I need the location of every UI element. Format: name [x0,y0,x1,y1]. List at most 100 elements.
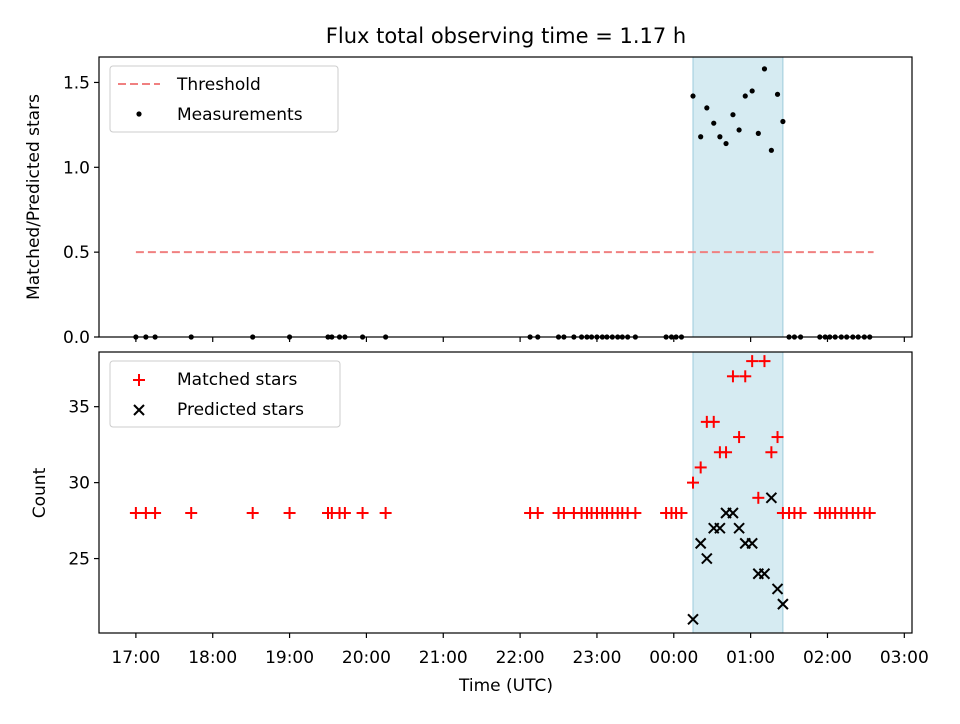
measurement-point [698,134,704,140]
bottom-y-axis: 25 30 35 [68,398,99,570]
predicted-stars-points [687,492,789,626]
top-x-ticks [135,337,905,342]
predicted-star-marker [777,598,789,610]
measurement-point [768,147,774,153]
measurement-point [723,140,729,147]
matched-star-marker [185,507,198,520]
matched-star-marker [752,491,765,504]
matched-star-marker [720,446,733,459]
measurements-legend-swatch [136,111,142,117]
predicted-marker-b [701,552,713,565]
top-y-tick-label: 1.0 [63,158,90,178]
matched-star-marker [707,415,720,428]
top-panel: 0.0 0.5 1.0 1.5 Matched/Predicted stars Thr… [24,56,913,348]
matched-star-marker [149,507,162,520]
x-tick-label: 00:00 [649,648,698,668]
matched-star-marker [675,507,688,520]
predicted-marker-b [687,613,699,626]
top-legend: Threshold Measurements [109,65,339,133]
matched-star-marker [531,507,544,520]
predicted-legend-label: Predicted stars [177,400,304,420]
predicted-legend-swatch [133,404,145,416]
matched-star-marker [863,507,876,520]
x-tick-label: 21:00 [419,648,468,668]
measurement-point [749,88,755,94]
predicted-star-marker [746,537,758,550]
threshold-legend-label: Threshold [176,75,261,95]
measurement-point [690,93,696,99]
matched-legend-label: Matched stars [177,370,297,390]
matched-stars-points [129,355,876,520]
x-tick-label: 19:00 [265,648,314,668]
predicted-marker-b [777,598,789,610]
measurement-point [761,66,768,72]
bottom-highlight-span [692,351,784,634]
measurement-point [717,134,723,140]
x-tick-label: 23:00 [572,648,621,668]
bottom-panel-frame [98,351,913,634]
chart-title: Flux total observing time = 1.17 h [326,24,686,48]
matched-star-marker [758,355,771,368]
top-highlight-span [692,56,784,338]
observing-window-span-bottom [692,351,784,634]
predicted-star-marker [758,568,771,580]
matched-star-marker [765,446,778,459]
predicted-star-marker [733,522,745,534]
predicted-marker-b [727,507,739,519]
x-tick-label: 20:00 [342,648,391,668]
predicted-star-marker [765,492,778,504]
bottom-legend: Matched stars Predicted stars [109,360,341,428]
x-tick-label: 01:00 [726,648,775,668]
predicted-star-marker [727,507,739,519]
predicted-marker-b [746,537,758,550]
measurements-legend-label: Measurements [177,105,303,125]
x-tick-label: 22:00 [496,648,545,668]
measurement-point [774,91,781,97]
x-tick-label: 18:00 [188,648,237,668]
x-tick-label: 02:00 [803,648,852,668]
x-axis-label: Time (UTC) [458,676,553,696]
predicted-star-marker [771,583,784,595]
bottom-panel: 25 30 35 17:00 18:00 19:00 20:00 21:00 22:00 23:… [30,351,929,696]
bottom-legend-box [109,360,341,428]
matched-star-marker [771,431,784,444]
predicted-marker-b [714,522,726,534]
measurement-point [730,112,736,118]
observing-window-span-top [692,56,784,338]
bottom-y-tick-label: 25 [68,550,90,570]
matched-star-marker [629,507,642,520]
predicted-star-marker [687,613,699,626]
predicted-marker-b [733,522,745,534]
measurement-point [711,120,717,126]
measurement-point [742,93,748,99]
matched-star-marker [694,461,707,474]
top-y-tick-label: 0.5 [63,243,90,263]
matched-star-marker [283,507,296,520]
matched-star-marker [379,507,392,520]
predicted-marker-b [758,568,771,580]
matched-star-marker [746,355,759,368]
matched-star-marker [246,507,259,520]
predicted-marker-b [694,537,707,550]
predicted-star-marker [694,537,707,550]
matched-star-marker [686,476,699,489]
matched-star-marker [338,507,351,520]
top-y-axis-label: Matched/Predicted stars [24,94,44,300]
top-y-tick-label: 0.0 [63,328,90,348]
top-panel-frame [98,56,913,338]
bottom-y-tick-label: 35 [68,398,90,418]
measurement-point [736,127,742,133]
measurement-point [704,105,710,111]
predicted-marker-b [765,492,778,504]
bottom-y-axis-label: Count [30,467,50,518]
top-y-tick-label: 1.5 [63,73,90,93]
matched-star-marker [794,507,807,520]
top-y-axis: 0.0 0.5 1.0 1.5 [63,73,99,348]
matched-star-marker [733,431,746,444]
matched-star-marker [739,370,752,383]
top-legend-box [109,65,339,133]
matched-star-marker [726,370,739,383]
matched-star-marker [356,507,369,520]
x-tick-label: 17:00 [111,648,160,668]
